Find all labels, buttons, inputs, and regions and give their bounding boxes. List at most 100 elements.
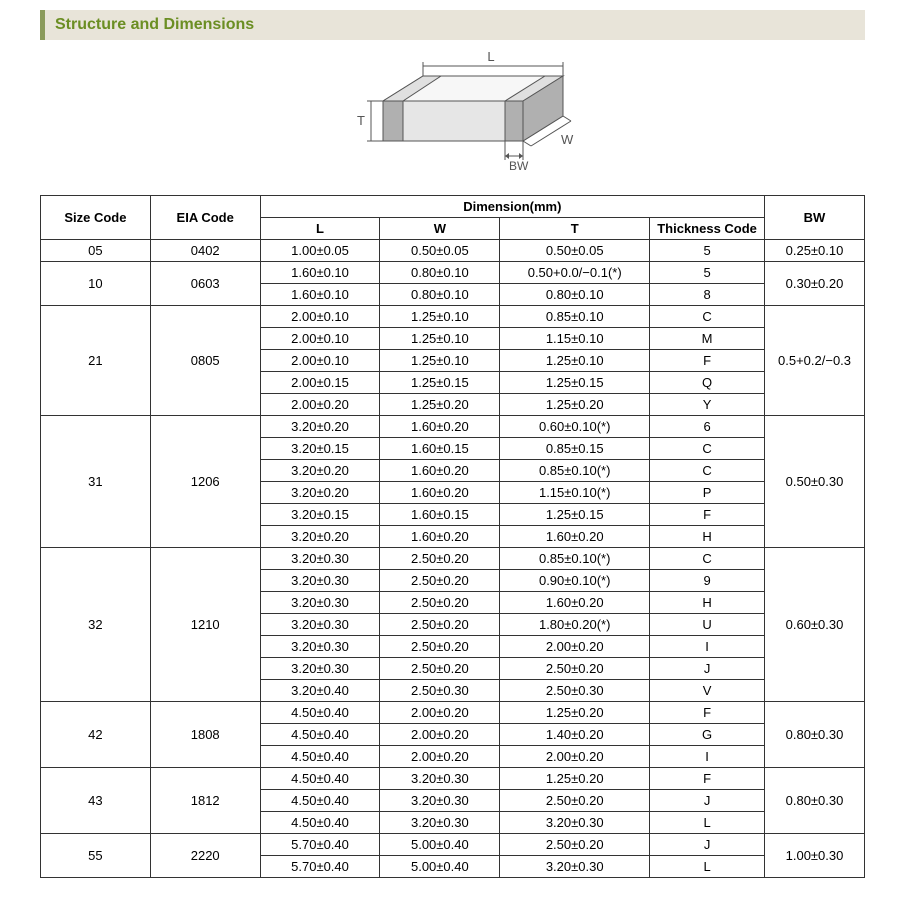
cell-eia-code: 1206 — [150, 416, 260, 548]
cell-L: 3.20±0.20 — [260, 526, 380, 548]
cell-size-code: 10 — [41, 262, 151, 306]
cell-bw: 0.60±0.30 — [765, 548, 865, 702]
label-W: W — [561, 132, 574, 147]
cell-T: 1.25±0.15 — [500, 504, 650, 526]
cell-L: 4.50±0.40 — [260, 790, 380, 812]
cell-L: 5.70±0.40 — [260, 834, 380, 856]
cell-L: 3.20±0.15 — [260, 438, 380, 460]
cell-W: 3.20±0.30 — [380, 768, 500, 790]
cell-W: 3.20±0.30 — [380, 812, 500, 834]
cell-T: 1.80±0.20(*) — [500, 614, 650, 636]
cell-size-code: 55 — [41, 834, 151, 878]
cell-W: 1.25±0.10 — [380, 350, 500, 372]
cell-bw: 0.5+0.2/−0.3 — [765, 306, 865, 416]
table-row: 0504021.00±0.050.50±0.050.50±0.0550.25±0… — [41, 240, 865, 262]
cell-eia-code: 1812 — [150, 768, 260, 834]
cell-W: 2.50±0.20 — [380, 636, 500, 658]
col-eia-code: EIA Code — [150, 196, 260, 240]
cell-L: 3.20±0.30 — [260, 592, 380, 614]
cell-W: 1.25±0.10 — [380, 306, 500, 328]
col-size-code: Size Code — [41, 196, 151, 240]
cell-W: 2.50±0.20 — [380, 592, 500, 614]
cell-L: 3.20±0.20 — [260, 482, 380, 504]
cell-size-code: 05 — [41, 240, 151, 262]
cell-L: 3.20±0.30 — [260, 658, 380, 680]
cell-L: 5.70±0.40 — [260, 856, 380, 878]
cell-W: 2.00±0.20 — [380, 702, 500, 724]
col-dimension-group: Dimension(mm) — [260, 196, 764, 218]
cell-bw: 1.00±0.30 — [765, 834, 865, 878]
cell-L: 1.60±0.10 — [260, 284, 380, 306]
cell-size-code: 32 — [41, 548, 151, 702]
cell-W: 2.50±0.20 — [380, 658, 500, 680]
cell-L: 1.00±0.05 — [260, 240, 380, 262]
cell-bw: 0.80±0.30 — [765, 702, 865, 768]
cell-eia-code: 1808 — [150, 702, 260, 768]
cell-bw: 0.30±0.20 — [765, 262, 865, 306]
cell-T: 2.50±0.20 — [500, 790, 650, 812]
cell-W: 1.60±0.20 — [380, 482, 500, 504]
cell-L: 2.00±0.10 — [260, 306, 380, 328]
cell-tc: L — [650, 812, 765, 834]
cell-L: 3.20±0.20 — [260, 460, 380, 482]
cell-W: 1.25±0.20 — [380, 394, 500, 416]
table-row: 1006031.60±0.100.80±0.100.50+0.0/−0.1(*)… — [41, 262, 865, 284]
cell-W: 2.50±0.30 — [380, 680, 500, 702]
label-T: T — [357, 113, 365, 128]
cell-T: 0.85±0.10(*) — [500, 548, 650, 570]
cell-tc: V — [650, 680, 765, 702]
cell-W: 1.60±0.20 — [380, 416, 500, 438]
cell-tc: 6 — [650, 416, 765, 438]
table-body: 0504021.00±0.050.50±0.050.50±0.0550.25±0… — [41, 240, 865, 878]
cell-size-code: 31 — [41, 416, 151, 548]
cell-L: 3.20±0.30 — [260, 548, 380, 570]
cell-L: 3.20±0.20 — [260, 416, 380, 438]
cell-T: 1.25±0.20 — [500, 394, 650, 416]
cell-T: 3.20±0.30 — [500, 812, 650, 834]
cell-tc: Y — [650, 394, 765, 416]
cell-W: 1.25±0.15 — [380, 372, 500, 394]
cell-bw: 0.25±0.10 — [765, 240, 865, 262]
cell-L: 2.00±0.20 — [260, 394, 380, 416]
cell-T: 0.85±0.10 — [500, 306, 650, 328]
cell-tc: F — [650, 350, 765, 372]
cell-eia-code: 0402 — [150, 240, 260, 262]
cell-tc: P — [650, 482, 765, 504]
col-L: L — [260, 218, 380, 240]
cell-L: 3.20±0.30 — [260, 636, 380, 658]
cell-W: 1.60±0.20 — [380, 460, 500, 482]
cell-size-code: 21 — [41, 306, 151, 416]
cell-W: 1.25±0.10 — [380, 328, 500, 350]
cell-T: 2.00±0.20 — [500, 636, 650, 658]
cell-W: 5.00±0.40 — [380, 856, 500, 878]
cell-tc: I — [650, 746, 765, 768]
cell-W: 2.00±0.20 — [380, 746, 500, 768]
cell-eia-code: 0603 — [150, 262, 260, 306]
cell-tc: I — [650, 636, 765, 658]
cell-T: 1.60±0.20 — [500, 592, 650, 614]
cell-tc: 9 — [650, 570, 765, 592]
cell-tc: L — [650, 856, 765, 878]
cell-T: 0.50+0.0/−0.1(*) — [500, 262, 650, 284]
cell-W: 5.00±0.40 — [380, 834, 500, 856]
cell-W: 1.60±0.15 — [380, 504, 500, 526]
cell-W: 2.50±0.20 — [380, 548, 500, 570]
cell-L: 3.20±0.40 — [260, 680, 380, 702]
cell-bw: 0.80±0.30 — [765, 768, 865, 834]
cell-tc: C — [650, 438, 765, 460]
cell-tc: C — [650, 460, 765, 482]
cell-L: 4.50±0.40 — [260, 702, 380, 724]
cell-tc: F — [650, 504, 765, 526]
cell-L: 2.00±0.10 — [260, 328, 380, 350]
table-row: 2108052.00±0.101.25±0.100.85±0.10C0.5+0.… — [41, 306, 865, 328]
cell-tc: J — [650, 790, 765, 812]
cell-L: 4.50±0.40 — [260, 746, 380, 768]
table-row: 4318124.50±0.403.20±0.301.25±0.20F0.80±0… — [41, 768, 865, 790]
cell-T: 2.50±0.20 — [500, 834, 650, 856]
cell-eia-code: 2220 — [150, 834, 260, 878]
cell-T: 0.80±0.10 — [500, 284, 650, 306]
cell-W: 2.50±0.20 — [380, 614, 500, 636]
cell-T: 1.25±0.15 — [500, 372, 650, 394]
cell-size-code: 42 — [41, 702, 151, 768]
cell-tc: C — [650, 306, 765, 328]
